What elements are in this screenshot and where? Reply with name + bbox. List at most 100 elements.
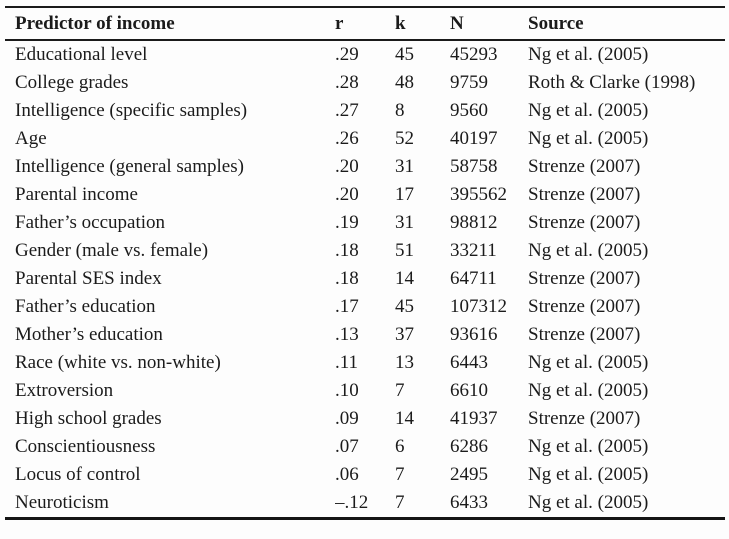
table-cell-predictor: Neuroticism <box>15 492 109 513</box>
table-cell-k: 13 <box>395 352 414 373</box>
table-cell-n: 93616 <box>450 324 498 345</box>
table-cell-predictor: Conscientiousness <box>15 436 156 457</box>
table-cell-r: .29 <box>335 44 359 65</box>
table-cell-r: .13 <box>335 324 359 345</box>
table-cell-n: 395562 <box>450 184 507 205</box>
table-cell-source: Ng et al. (2005) <box>528 128 649 149</box>
table-cell-k: 14 <box>395 268 414 289</box>
table-row: College grades .28 48 9759 Roth & Clarke (19… <box>5 69 725 97</box>
table-row: Parental SES index .18 14 64711 Strenze (200… <box>5 265 725 293</box>
table-cell-predictor: Age <box>15 128 47 149</box>
table-cell-source: Ng et al. (2005) <box>528 352 649 373</box>
table-cell-source: Strenze (2007) <box>528 296 641 317</box>
table-cell-r: .28 <box>335 72 359 93</box>
table-row: Gender (male vs. female) .18 51 33211 Ng et … <box>5 237 725 265</box>
table-row: Locus of control .06 7 2495 Ng et al. (2005) <box>5 461 725 489</box>
table-cell-k: 14 <box>395 408 414 429</box>
table-cell-r: .07 <box>335 436 359 457</box>
table-row: Age .26 52 40197 Ng et al. (2005) <box>5 125 725 153</box>
table-cell-r: .27 <box>335 100 359 121</box>
table-cell-predictor: Parental income <box>15 184 138 205</box>
table-header: Predictor of income r k N Source <box>5 7 725 40</box>
table-cell-predictor: Father’s occupation <box>15 212 166 233</box>
table-row: Conscientiousness .07 6 6286 Ng et al. (2005… <box>5 433 725 461</box>
table-cell-n: 6443 <box>450 352 488 373</box>
table-cell-k: 51 <box>395 240 414 261</box>
table-cell-source: Ng et al. (2005) <box>528 44 649 65</box>
table-cell-k: 45 <box>395 296 414 317</box>
document-page: Predictor of income r k N Source Educational… <box>5 6 725 520</box>
table-cell-predictor: Parental SES index <box>15 268 162 289</box>
table-row: Parental income .20 17 395562 Strenze (2007) <box>5 181 725 209</box>
table-cell-r: –.12 <box>335 492 369 513</box>
column-header-r: r <box>335 12 344 34</box>
table-cell-predictor: Father’s education <box>15 296 156 317</box>
table-cell-n: 2495 <box>450 464 488 485</box>
table-cell-predictor: Gender (male vs. female) <box>15 240 209 261</box>
header-row: Predictor of income r k N Source <box>5 7 725 40</box>
table-cell-n: 64711 <box>450 268 497 289</box>
table-cell-predictor: Race (white vs. non-white) <box>15 352 221 373</box>
table-cell-source: Strenze (2007) <box>528 184 641 205</box>
table-body: Educational level .29 45 45293 Ng et al. (20… <box>5 40 725 519</box>
table-row: Mother’s education .13 37 93616 Strenze (200… <box>5 321 725 349</box>
table-cell-predictor: Intelligence (general samples) <box>15 156 244 177</box>
table-cell-r: .26 <box>335 128 359 149</box>
table-cell-n: 6433 <box>450 492 488 513</box>
table-row: Extroversion .10 7 6610 Ng et al. (2005) <box>5 377 725 405</box>
table-cell-source: Strenze (2007) <box>528 408 641 429</box>
table-cell-n: 41937 <box>450 408 498 429</box>
table-cell-n: 33211 <box>450 240 497 261</box>
table-cell-k: 48 <box>395 72 414 93</box>
table-cell-k: 45 <box>395 44 414 65</box>
table-row: High school grades .09 14 41937 Strenze (200… <box>5 405 725 433</box>
table-cell-n: 40197 <box>450 128 498 149</box>
table-cell-predictor: Educational level <box>15 44 148 65</box>
table-cell-n: 6286 <box>450 436 488 457</box>
predictors-of-income-table: Predictor of income r k N Source Educational… <box>5 6 725 520</box>
table-cell-source: Strenze (2007) <box>528 324 641 345</box>
table-cell-source: Ng et al. (2005) <box>528 464 649 485</box>
table-row: Race (white vs. non-white) .11 13 6443 Ng et… <box>5 349 725 377</box>
table-row: Educational level .29 45 45293 Ng et al. (20… <box>5 40 725 69</box>
table-cell-n: 6610 <box>450 380 488 401</box>
table-cell-r: .20 <box>335 156 359 177</box>
table-cell-r: .06 <box>335 464 359 485</box>
table-cell-n: 107312 <box>450 296 507 317</box>
table-row: Intelligence (specific samples) .27 8 9560 N… <box>5 97 725 125</box>
table-cell-source: Ng et al. (2005) <box>528 100 649 121</box>
column-header-source: Source <box>528 12 584 34</box>
table-cell-predictor: Extroversion <box>15 380 114 401</box>
column-header-k: k <box>395 12 406 34</box>
table-cell-n: 45293 <box>450 44 498 65</box>
table-cell-r: .19 <box>335 212 359 233</box>
table-cell-n: 98812 <box>450 212 498 233</box>
table-cell-k: 17 <box>395 184 414 205</box>
table-cell-source: Ng et al. (2005) <box>528 492 649 513</box>
table-row: Intelligence (general samples) .20 31 58758… <box>5 153 725 181</box>
table-cell-n: 9560 <box>450 100 488 121</box>
table-cell-predictor: Locus of control <box>15 464 141 485</box>
table-cell-k: 7 <box>395 464 405 485</box>
table-cell-predictor: High school grades <box>15 408 162 429</box>
table-cell-source: Ng et al. (2005) <box>528 380 649 401</box>
table-cell-k: 6 <box>395 436 405 457</box>
table-cell-predictor: Mother’s education <box>15 324 163 345</box>
table-cell-source: Strenze (2007) <box>528 156 641 177</box>
table-row: Neuroticism –.12 7 6433 Ng et al. (2005) <box>5 489 725 519</box>
table-cell-r: .20 <box>335 184 359 205</box>
table-cell-source: Ng et al. (2005) <box>528 240 649 261</box>
table-cell-predictor: College grades <box>15 72 129 93</box>
table-cell-n: 9759 <box>450 72 488 93</box>
table-cell-r: .11 <box>335 352 359 373</box>
table-cell-k: 7 <box>395 380 405 401</box>
table-cell-r: .09 <box>335 408 359 429</box>
column-header-predictor: Predictor of income <box>15 12 175 34</box>
table-cell-source: Strenze (2007) <box>528 212 641 233</box>
table-cell-k: 31 <box>395 156 414 177</box>
table-cell-source: Ng et al. (2005) <box>528 436 649 457</box>
table-row: Father’s occupation .19 31 98812 Strenze (20… <box>5 209 725 237</box>
table-cell-predictor: Intelligence (specific samples) <box>15 100 248 121</box>
table-cell-source: Roth & Clarke (1998) <box>528 72 696 93</box>
table-cell-k: 31 <box>395 212 414 233</box>
